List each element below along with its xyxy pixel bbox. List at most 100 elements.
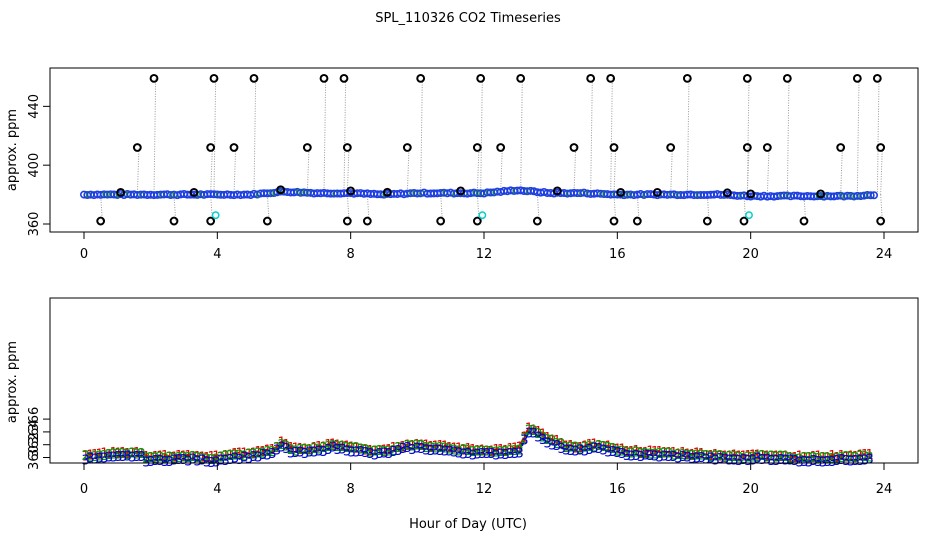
series-point-1: 1: [670, 446, 678, 461]
series-point-1: 1: [273, 441, 281, 456]
series-point-1: 1: [231, 447, 239, 462]
series-point-2: 2: [301, 443, 309, 458]
series-point-1: 1: [194, 450, 202, 465]
series-point-3: 3: [217, 454, 225, 469]
spike-line: [880, 194, 883, 222]
series-point-1: 1: [352, 441, 360, 456]
series-point-1: 1: [226, 449, 234, 464]
baseline-outlier-point: [276, 185, 286, 195]
calibration-point: [478, 211, 487, 220]
series-point-2: 2: [786, 451, 794, 466]
series-point-3: 3: [810, 454, 818, 469]
series-point-2: 2: [562, 441, 570, 456]
baseline-outlier-point: [346, 186, 356, 196]
series-point-2: 2: [156, 451, 164, 466]
outlier-point: [852, 74, 862, 83]
series-point-1: 1: [572, 441, 580, 456]
series-point-2: 2: [450, 443, 458, 458]
series-point-2: 2: [651, 447, 659, 462]
series-point-1: 1: [236, 447, 244, 462]
series-point-1: 1: [119, 446, 127, 461]
series-point-2: 2: [618, 445, 626, 460]
spike-line: [253, 78, 257, 195]
series-point-3: 3: [338, 442, 346, 457]
series-point-2: 2: [161, 452, 169, 467]
series-point-2: 2: [730, 450, 738, 465]
series-point-3: 3: [852, 454, 860, 469]
series-point-3: 3: [408, 443, 416, 458]
outlier-point: [762, 143, 772, 152]
series-point-3: 3: [866, 453, 874, 468]
spike-line: [746, 78, 750, 196]
series-point-3: 3: [763, 453, 771, 468]
series-point-3: 3: [133, 450, 141, 465]
series-point-2: 2: [371, 444, 379, 459]
outlier-point: [872, 74, 882, 83]
series-point-2: 2: [838, 451, 846, 466]
series-point-2: 2: [413, 438, 421, 453]
series-point-1: 1: [264, 443, 272, 458]
series-point-2: 2: [726, 450, 734, 465]
series-point-1: 1: [768, 449, 776, 464]
baseline-outlier-point: [616, 187, 626, 197]
spike-line: [346, 193, 350, 222]
series-point-2: 2: [273, 441, 281, 456]
series-point-1: 1: [217, 451, 225, 466]
bottom-ytick-label: 362: [27, 432, 42, 457]
series-point-2: 2: [590, 441, 598, 456]
series-point-1: 1: [478, 444, 486, 459]
series-point-1: 1: [763, 449, 771, 464]
series-point-2: 2: [805, 451, 813, 466]
series-point-2: 2: [366, 446, 374, 461]
series-point-1: 1: [329, 438, 337, 453]
series-point-1: 1: [693, 447, 701, 462]
series-point-2: 2: [376, 444, 384, 459]
series-point-1: 1: [110, 446, 118, 461]
series-point-3: 3: [777, 453, 785, 468]
series-point-1: 1: [287, 441, 295, 456]
series-point-2: 2: [623, 446, 631, 461]
series-point-3: 3: [506, 447, 514, 462]
series-point-1: 1: [259, 445, 267, 460]
series-point-3: 3: [754, 451, 762, 466]
series-point-3: 3: [497, 447, 505, 462]
series-point-2: 2: [483, 445, 491, 460]
outlier-point: [666, 143, 676, 152]
series-point-1: 1: [824, 451, 832, 466]
series-point-2: 2: [814, 452, 822, 467]
series-point-3: 3: [259, 448, 267, 463]
series-point-1: 1: [446, 441, 454, 456]
baseline-outlier-point: [652, 187, 662, 197]
series-point-1: 1: [399, 440, 407, 455]
spike-line: [213, 78, 217, 195]
series-point-3: 3: [427, 444, 435, 459]
series-point-3: 3: [618, 447, 626, 462]
series-point-3: 3: [464, 447, 472, 462]
series-point-2: 2: [670, 449, 678, 464]
series-point-1: 1: [772, 449, 780, 464]
top-xtick-label: 0: [80, 247, 88, 262]
series-point-2: 2: [334, 440, 342, 455]
outlier-point: [532, 216, 542, 226]
outlier-point: [609, 143, 619, 152]
bottom-ytick-label: 366: [27, 407, 42, 432]
series-point-2: 2: [329, 439, 337, 454]
series-point-1: 1: [366, 444, 374, 459]
spike-line: [346, 147, 350, 194]
series-point-3: 3: [623, 449, 631, 464]
series-point-3: 3: [432, 443, 440, 458]
series-point-1: 1: [805, 451, 813, 466]
top-plot-frame: [49, 67, 919, 233]
series-point-3: 3: [287, 446, 295, 461]
series-point-2: 2: [114, 447, 122, 462]
spike-line: [686, 78, 690, 195]
series-point-3: 3: [581, 445, 589, 460]
series-point-1: 1: [385, 443, 393, 458]
series-point-2: 2: [231, 449, 239, 464]
series-point-3: 3: [114, 450, 122, 465]
outlier-point: [472, 143, 482, 152]
series-point-3: 3: [740, 453, 748, 468]
spike-line: [786, 78, 790, 197]
series-point-3: 3: [861, 453, 869, 468]
series-point-3: 3: [651, 449, 659, 464]
